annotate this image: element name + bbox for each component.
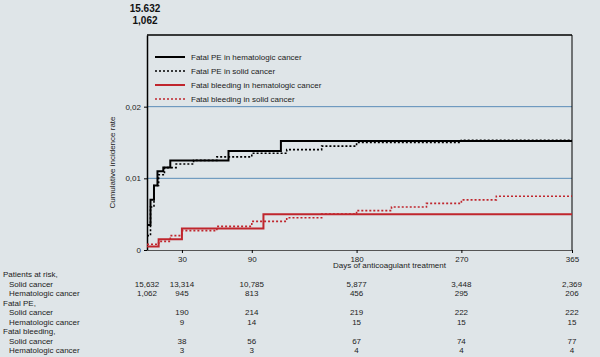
- annotation: 15.632: [130, 3, 161, 14]
- table-cell: 77: [568, 337, 577, 346]
- annotation: 1,062: [132, 15, 157, 26]
- x-tick-mark: [572, 250, 573, 253]
- x-axis-title: Days of anticoagulant treatment: [333, 261, 447, 270]
- table-cell: 3,448: [451, 280, 472, 289]
- x-tick: 90: [248, 250, 257, 264]
- table-cell: 219: [350, 308, 364, 317]
- y-tick: 0: [137, 246, 147, 255]
- grid-line: [147, 178, 572, 179]
- table-cell: 4: [354, 346, 359, 355]
- table-cell: 222: [455, 308, 469, 317]
- table-row-label: Solid cancer: [9, 308, 53, 317]
- y-tick-mark: [144, 178, 147, 179]
- lines: [147, 140, 572, 246]
- table-row-label: Solid cancer: [9, 337, 53, 346]
- table-cell: 1,062: [137, 289, 158, 298]
- legend-label: Fatal PE in solid cancer: [191, 67, 275, 76]
- y-tick-label: 0,01: [125, 174, 141, 183]
- risk-table: Patients at risk,Solid cancer15,63213,31…: [3, 270, 583, 355]
- legend-label: Fatal bleeding in hematologic cancer: [191, 81, 322, 90]
- table-cell: 4: [570, 346, 575, 355]
- table-cell: 15: [568, 318, 577, 327]
- x-tick: 30: [178, 250, 187, 264]
- table-group-label: Fatal bleeding,: [3, 327, 55, 336]
- legend: Fatal PE in hematologic cancer Fatal PE i…: [155, 53, 322, 104]
- table-cell: 15,632: [135, 280, 160, 289]
- table-cell: 813: [245, 289, 259, 298]
- x-tick-label: 270: [455, 255, 469, 264]
- x-tick-mark: [252, 250, 253, 253]
- x-tick-mark: [461, 250, 462, 253]
- grid-line: [147, 106, 572, 107]
- y-tick-mark: [144, 107, 147, 108]
- table-row-label: Hematologic cancer: [9, 346, 80, 355]
- y-tick: 0,02: [125, 103, 147, 112]
- legend-label: Fatal PE in hematologic cancer: [191, 53, 302, 62]
- table-row-label: Hematologic cancer: [9, 289, 80, 298]
- table-row-label: Hematologic cancer: [9, 318, 80, 327]
- table-cell: 38: [177, 337, 186, 346]
- x-axis-line: [148, 250, 573, 251]
- chart: 309018027036500,010,02Cumulative inciden…: [0, 0, 600, 357]
- frame-top: [147, 34, 572, 36]
- legend-swatch: [155, 98, 185, 100]
- table-group-label: Fatal PE,: [3, 299, 36, 308]
- table-cell: 2,369: [562, 280, 583, 289]
- table-cell: 15: [457, 318, 466, 327]
- x-tick: 270: [455, 250, 469, 264]
- table-cell: 3: [180, 346, 185, 355]
- table-cell: 5,877: [347, 280, 368, 289]
- legend-swatch: [155, 70, 185, 72]
- table-cell: 13,314: [170, 280, 195, 289]
- x-tick-label: 365: [566, 255, 580, 264]
- table-group-label: Patients at risk,: [3, 270, 58, 279]
- table-cell: 3: [250, 346, 255, 355]
- table-cell: 15: [352, 318, 361, 327]
- y-tick: 0,01: [125, 174, 147, 183]
- y-axis: 0 0,01 0,02: [125, 36, 147, 256]
- series-line: [147, 141, 572, 225]
- series-line: [147, 194, 572, 244]
- y-axis-title: Cumulative incidence rate: [108, 116, 117, 209]
- table-cell: 190: [175, 308, 189, 317]
- table-cell: 214: [245, 308, 259, 317]
- table-cell: 945: [175, 289, 189, 298]
- y-tick-mark: [144, 250, 147, 251]
- table-cell: 10,785: [240, 280, 265, 289]
- y-tick-label: 0: [137, 246, 142, 255]
- table-cell: 74: [457, 337, 466, 346]
- table-cell: 14: [247, 318, 256, 327]
- y-tick-label: 0,02: [125, 103, 141, 112]
- x-tick-label: 30: [178, 255, 187, 264]
- x-tick-label: 90: [248, 255, 257, 264]
- series-line: [147, 140, 572, 235]
- legend-swatch: [155, 84, 185, 86]
- table-cell: 295: [455, 289, 469, 298]
- table-cell: 206: [565, 289, 579, 298]
- table-cell: 9: [180, 318, 185, 327]
- legend-label: Fatal bleeding in solid cancer: [191, 95, 295, 104]
- table-cell: 67: [352, 337, 361, 346]
- table-cell: 456: [350, 289, 364, 298]
- table-cell: 4: [459, 346, 464, 355]
- legend-swatch: [155, 56, 185, 58]
- frame-right: [572, 35, 573, 250]
- x-tick: 365: [566, 250, 580, 264]
- table-cell: 56: [247, 337, 256, 346]
- y-axis-line: [147, 36, 149, 251]
- x-tick-mark: [357, 250, 358, 253]
- table-row-label: Solid cancer: [9, 280, 53, 289]
- x-tick-mark: [182, 250, 183, 253]
- table-cell: 222: [565, 308, 579, 317]
